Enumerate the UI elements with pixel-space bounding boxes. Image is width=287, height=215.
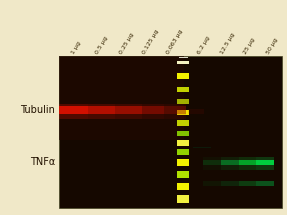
Bar (238, 181, 256, 186)
Bar (177, 87, 189, 92)
Bar (88, 104, 115, 119)
Bar (177, 159, 189, 166)
Text: 0.5 μg: 0.5 μg (95, 35, 109, 55)
Bar (238, 157, 256, 170)
Text: 1 μg: 1 μg (71, 41, 82, 55)
Text: 12.5 μg: 12.5 μg (220, 32, 236, 55)
Bar (177, 61, 189, 64)
Bar (203, 160, 221, 165)
Text: 25 μg: 25 μg (243, 37, 256, 55)
Bar (177, 140, 189, 146)
Text: 0.125 μg: 0.125 μg (142, 29, 160, 55)
Bar (59, 56, 282, 208)
Bar (164, 104, 186, 119)
Bar (88, 106, 115, 114)
Bar (221, 181, 238, 186)
Bar (177, 99, 189, 104)
Bar (177, 171, 189, 178)
Bar (59, 104, 88, 119)
Bar (179, 57, 188, 58)
Bar (59, 106, 88, 114)
Text: 6.2 μg: 6.2 μg (196, 35, 211, 55)
Text: Tubulin: Tubulin (20, 105, 55, 115)
Bar (238, 160, 256, 165)
Bar (164, 106, 186, 114)
Bar (177, 149, 189, 155)
Bar (203, 157, 221, 170)
Bar (256, 160, 274, 165)
Bar (177, 73, 189, 79)
Text: 0.25 μg: 0.25 μg (118, 32, 134, 55)
Bar (142, 106, 164, 114)
Text: TNFα: TNFα (30, 157, 55, 167)
Bar (189, 109, 204, 114)
Bar (115, 106, 142, 114)
Bar (193, 147, 211, 148)
Bar (203, 181, 221, 186)
Bar (221, 157, 238, 170)
Text: 0.063 μg: 0.063 μg (165, 29, 184, 55)
Bar (177, 195, 189, 203)
Bar (142, 104, 164, 119)
Bar (256, 181, 274, 186)
Text: 50 μg: 50 μg (266, 37, 279, 55)
Bar (177, 183, 189, 190)
Bar (177, 131, 189, 137)
Bar (221, 160, 238, 165)
Bar (177, 120, 189, 126)
Bar (256, 157, 274, 170)
Bar (59, 56, 184, 140)
Bar (177, 110, 189, 115)
Bar (115, 104, 142, 119)
